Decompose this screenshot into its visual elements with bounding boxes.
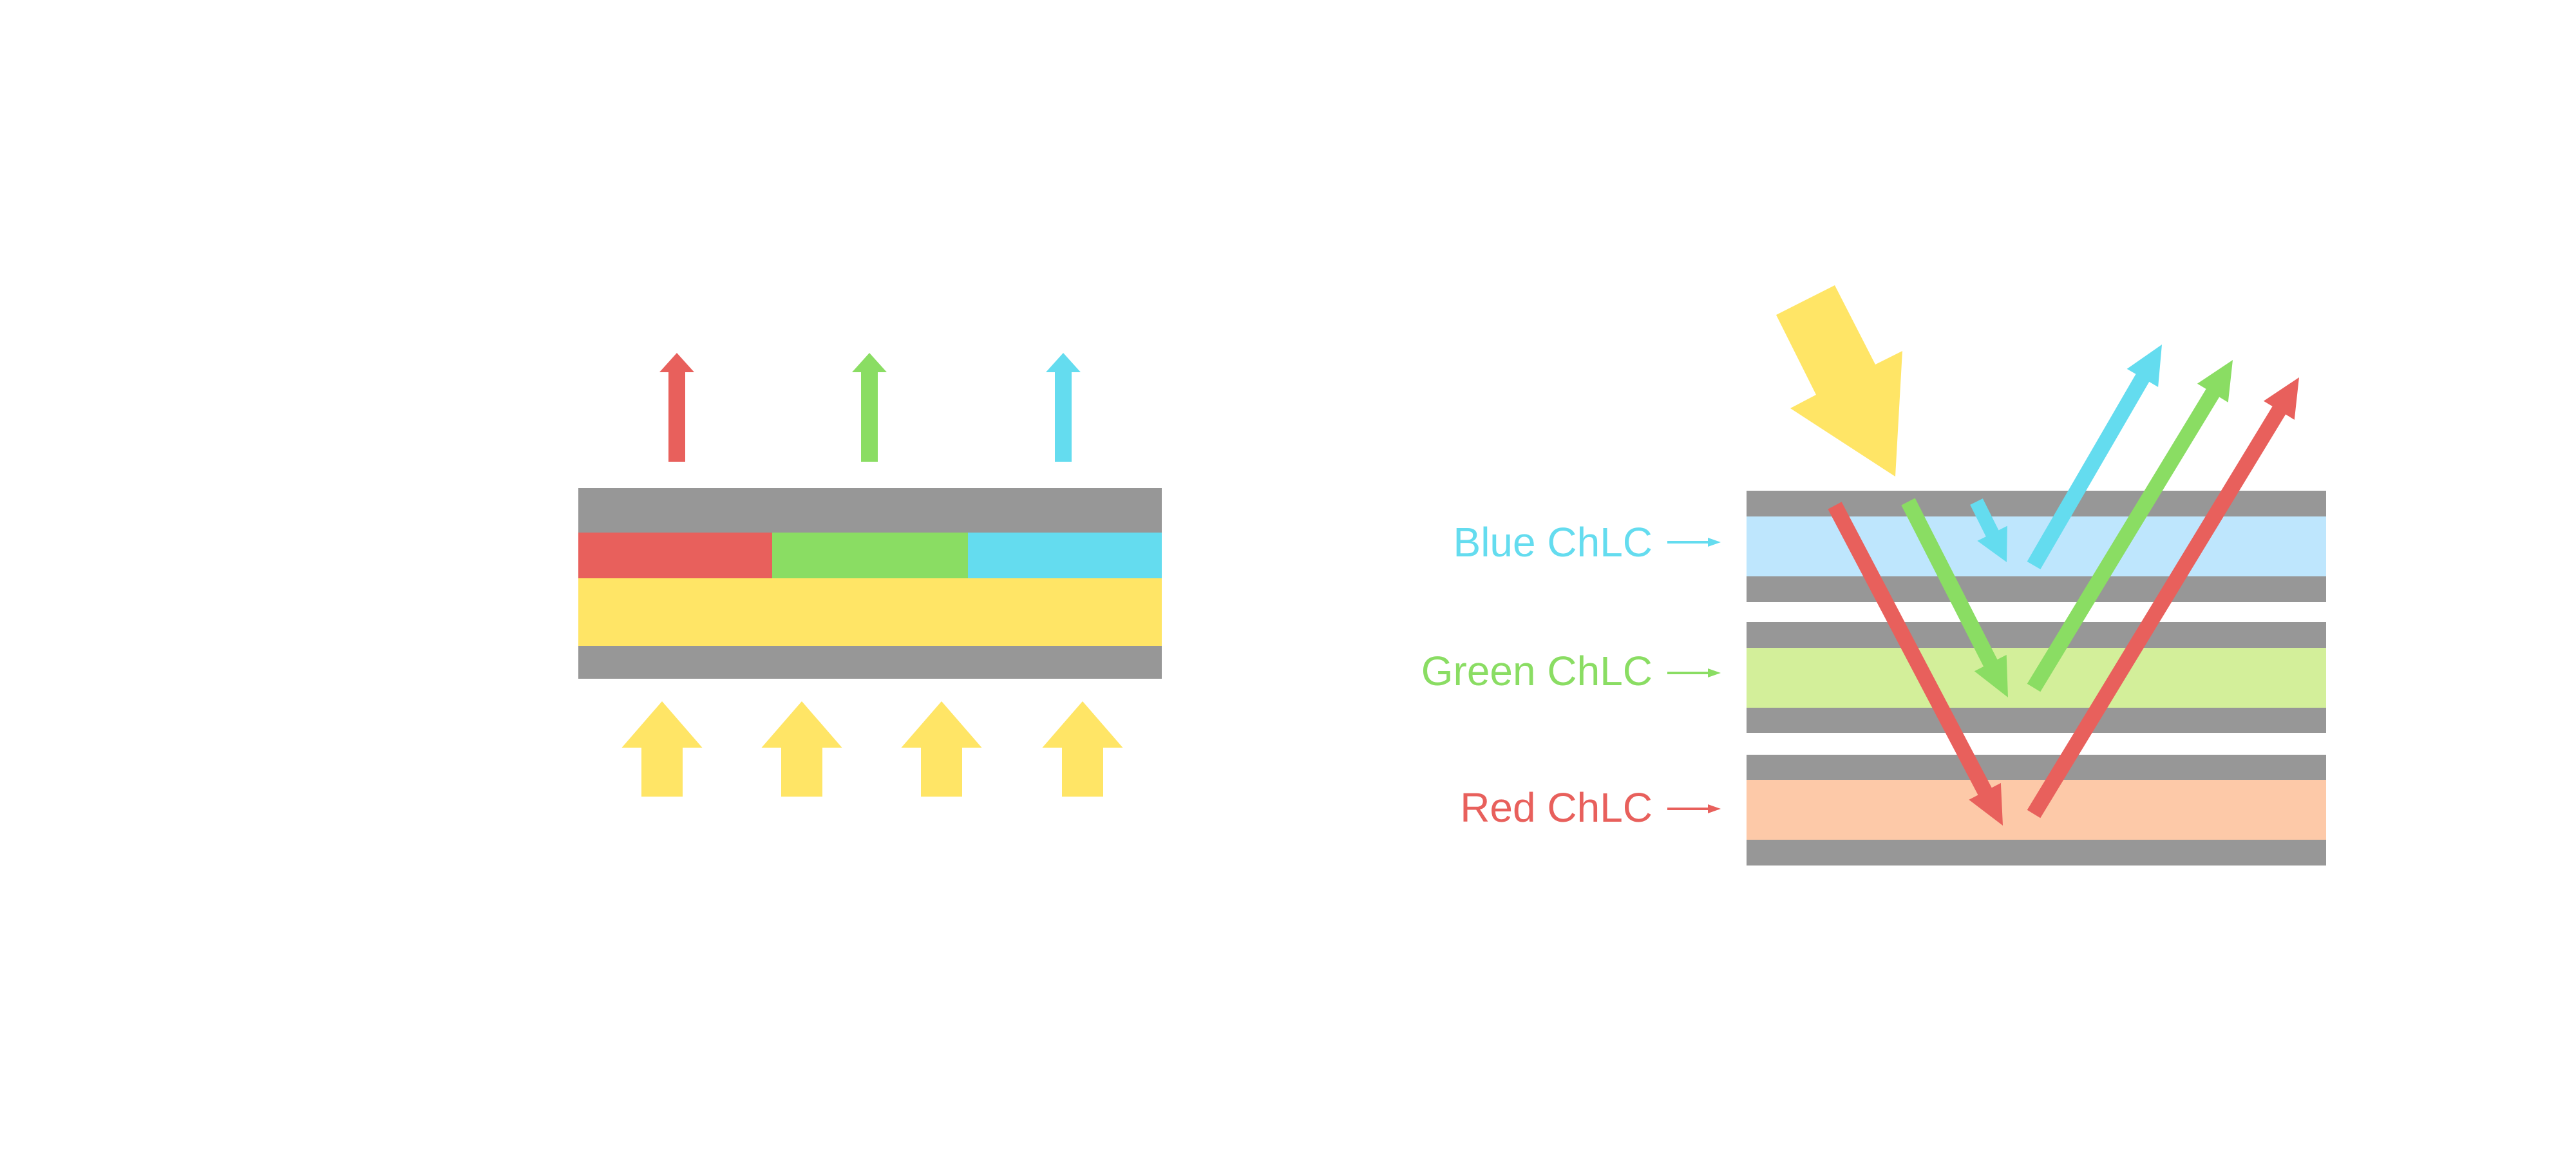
blue-emitted-light-arrow-icon xyxy=(1046,353,1081,462)
yellow-layer xyxy=(578,578,1162,646)
red-chlc-label: Red ChLC xyxy=(1460,784,1653,831)
red-chlc-stack xyxy=(1747,755,2326,866)
blue-filter-segment xyxy=(968,533,1162,578)
backlight-arrow-icon xyxy=(761,701,842,797)
gray-layer xyxy=(1747,755,2326,780)
red-emitted-light-arrow-icon xyxy=(659,353,694,462)
right-diagram: Blue ChLC Green ChLC Red ChLC xyxy=(1421,285,2326,866)
top-gray-layer xyxy=(578,488,1162,533)
red-filter-segment xyxy=(578,533,772,578)
backlight-arrow-icon xyxy=(901,701,982,797)
green-reflected-ray xyxy=(2027,360,2233,692)
red-incident-ray xyxy=(1828,502,2003,826)
blue-label-pointer-arrow-icon xyxy=(1667,538,1721,547)
green-filter-segment xyxy=(772,533,968,578)
bottom-gray-layer xyxy=(578,646,1162,679)
gray-layer xyxy=(1747,576,2326,602)
green-incident-ray xyxy=(1901,498,2008,697)
green-label-pointer-arrow-icon xyxy=(1667,668,1721,677)
incident-light-arrow xyxy=(1776,285,1902,477)
backlight-arrow-icon xyxy=(1042,701,1123,797)
green-chlc-label: Green ChLC xyxy=(1421,648,1653,694)
backlight-arrow-icon xyxy=(621,701,703,797)
gray-layer xyxy=(1747,622,2326,648)
gray-layer xyxy=(1747,708,2326,733)
red-reflected-ray xyxy=(2027,377,2299,818)
red-label-pointer-arrow-icon xyxy=(1667,804,1721,813)
blue-reflected-ray xyxy=(2027,345,2162,570)
blue-incident-ray xyxy=(1970,498,2007,562)
gray-layer xyxy=(1747,840,2326,866)
left-diagram xyxy=(578,353,1162,797)
green-emitted-light-arrow-icon xyxy=(852,353,887,462)
blue-chlc-label: Blue ChLC xyxy=(1454,519,1653,565)
